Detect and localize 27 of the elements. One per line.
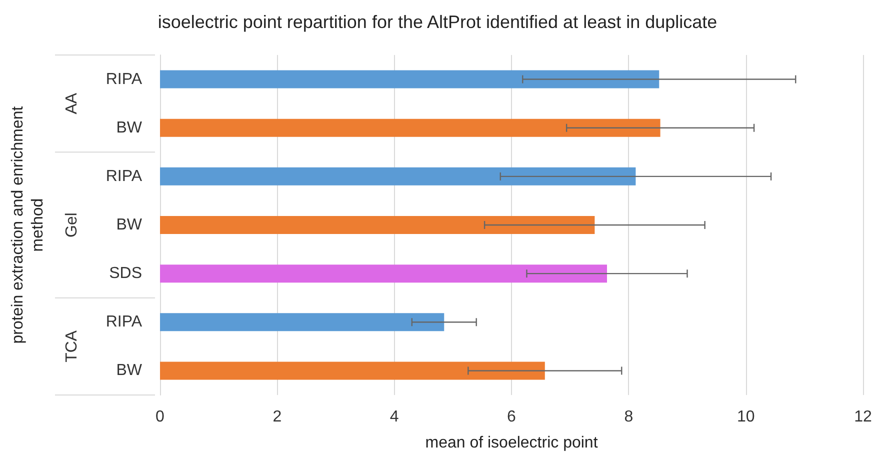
bar	[160, 70, 660, 88]
x-tick-label: 4	[390, 408, 399, 426]
x-axis-title: mean of isoelectric point	[425, 434, 598, 452]
x-tick-label: 12	[854, 408, 872, 426]
y-tick-label: RIPA	[106, 70, 142, 88]
text: AA	[64, 92, 80, 114]
bar	[160, 362, 545, 380]
y-tick-label: SDS	[109, 265, 142, 282]
x-tick-label: 2	[272, 408, 282, 426]
y-tick-label: RIPA	[106, 314, 142, 331]
y-axis-title: protein extraction and enrichment method	[10, 106, 46, 344]
x-tick-label: 8	[624, 408, 634, 426]
bar	[160, 167, 636, 186]
y-tick-label: BW	[116, 216, 143, 234]
x-tick-label: 0	[156, 408, 165, 426]
bar	[160, 216, 595, 234]
x-tick-label: 6	[507, 408, 516, 426]
bar	[160, 313, 444, 332]
x-tick-label: 10	[736, 408, 755, 426]
y-tick-label: BW	[116, 119, 143, 136]
text: Gel	[64, 212, 80, 238]
chart-title: isoelectric point repartition for the AltProt identified at least in duplicate	[158, 12, 718, 32]
y-tick-label: BW	[116, 362, 143, 380]
y-tick-label: RIPA	[106, 168, 142, 185]
text: TCA	[64, 330, 80, 362]
bar	[160, 118, 660, 137]
bar	[160, 264, 607, 283]
